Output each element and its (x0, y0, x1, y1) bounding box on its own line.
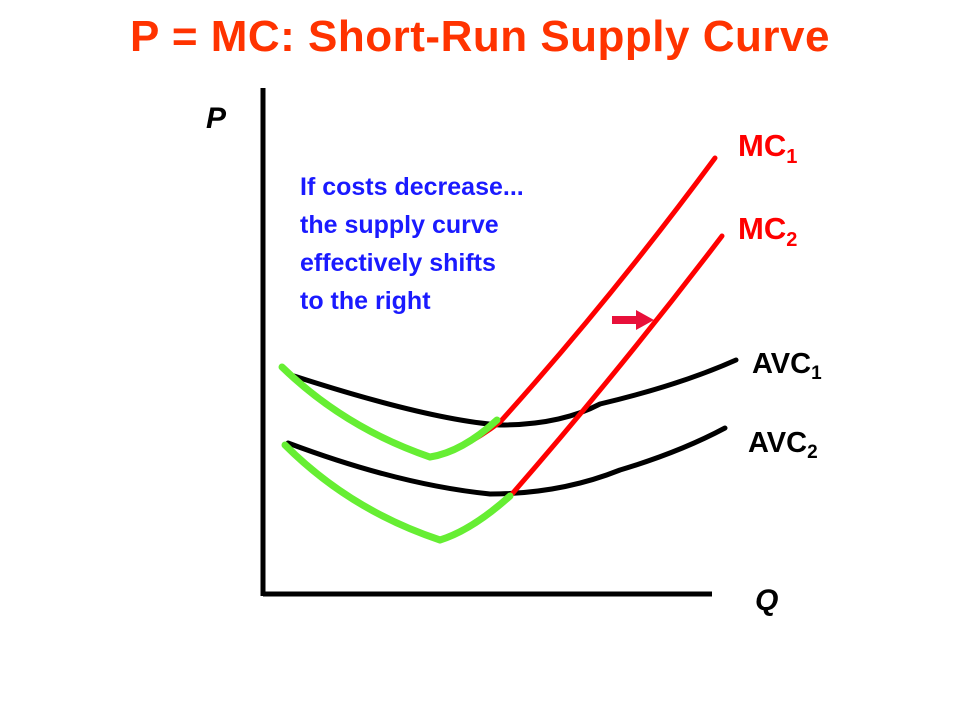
mc2-label: MC2 (738, 211, 797, 251)
mc1-label: MC1 (738, 128, 797, 168)
avc1-label-base: AVC (752, 348, 811, 380)
mc1-label-base: MC (738, 128, 786, 163)
right-arrow-icon (612, 310, 654, 330)
avc2-curve (285, 425, 728, 497)
avc2-label-base: AVC (748, 427, 807, 459)
mc2-label-base: MC (738, 211, 786, 246)
mc1-label-sub: 1 (786, 146, 797, 168)
supply-segment-1 (278, 363, 501, 461)
x-axis-label: Q (755, 584, 778, 617)
avc2-label: AVC2 (748, 427, 818, 463)
annotation-line: effectively shifts (300, 249, 496, 277)
mc2-label-sub: 2 (786, 229, 797, 251)
avc1-label: AVC1 (752, 348, 822, 384)
annotation-line: If costs decrease... (300, 173, 524, 201)
annotation-line: the supply curve (300, 211, 499, 239)
supply-segment-2 (281, 441, 514, 544)
annotation-text: If costs decrease... the supply curve ef… (300, 168, 524, 320)
page-title: P = MC: Short-Run Supply Curve (130, 12, 830, 61)
annotation-line: to the right (300, 287, 431, 315)
avc2-label-sub: 2 (807, 442, 818, 463)
axes (260, 88, 712, 597)
y-axis-label: P (206, 102, 227, 135)
avc1-curve (291, 357, 739, 428)
avc1-label-sub: 1 (811, 363, 822, 384)
